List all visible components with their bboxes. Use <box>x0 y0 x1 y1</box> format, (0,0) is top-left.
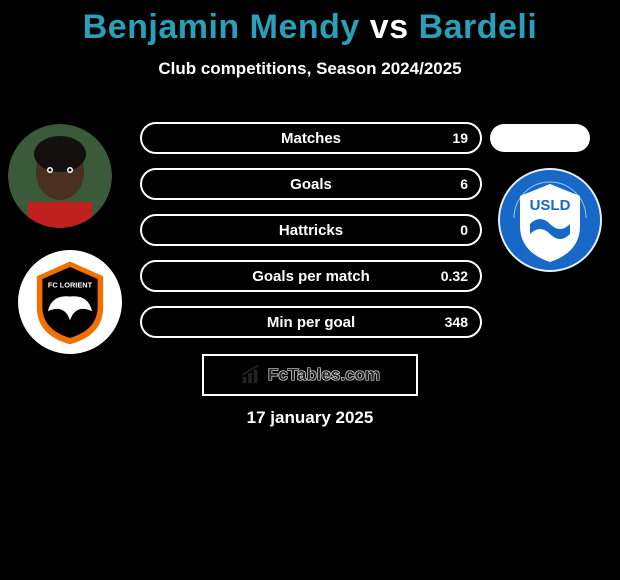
stat-label: Min per goal <box>267 314 355 331</box>
stat-row-mpg: Min per goal 348 <box>140 306 482 338</box>
page-title: Benjamin Mendy vs Bardeli <box>0 0 620 47</box>
title-player1: Benjamin Mendy <box>83 8 360 46</box>
stat-label: Goals per match <box>252 268 370 285</box>
stat-right-value: 0.32 <box>441 268 468 284</box>
player1-club-badge: FC LORIENT <box>18 250 122 354</box>
brand-box[interactable]: FcTables.com <box>202 354 418 396</box>
stat-row-hattricks: Hattricks 0 <box>140 214 482 246</box>
stat-label: Matches <box>281 130 341 147</box>
chart-icon <box>240 364 262 386</box>
title-vs: vs <box>360 8 419 46</box>
footer-date: 17 january 2025 <box>247 408 374 428</box>
svg-text:FC LORIENT: FC LORIENT <box>48 280 93 289</box>
stat-row-goals: Goals 6 <box>140 168 482 200</box>
stat-row-gpm: Goals per match 0.32 <box>140 260 482 292</box>
player1-avatar <box>8 124 112 228</box>
stat-right-value: 348 <box>445 314 468 330</box>
stat-right-value: 19 <box>452 130 468 146</box>
stat-right-value: 6 <box>460 176 468 192</box>
stats-list: Matches 19 Goals 6 Hattricks 0 Goals per… <box>140 122 482 352</box>
brand-text: FcTables.com <box>268 365 380 385</box>
usld-badge-svg: USLD <box>500 168 600 272</box>
lorient-badge-svg: FC LORIENT <box>24 256 116 348</box>
stat-right-value: 0 <box>460 222 468 238</box>
stat-row-matches: Matches 19 <box>140 122 482 154</box>
stat-label: Hattricks <box>279 222 343 239</box>
player2-avatar-placeholder <box>490 124 590 152</box>
svg-text:USLD: USLD <box>530 197 571 214</box>
title-player2: Bardeli <box>419 8 538 46</box>
subtitle: Club competitions, Season 2024/2025 <box>0 59 620 79</box>
comparison-card: Benjamin Mendy vs Bardeli Club competiti… <box>0 0 620 580</box>
player2-club-badge: USLD <box>498 168 602 272</box>
player1-avatar-svg <box>8 124 112 228</box>
stat-label: Goals <box>290 176 332 193</box>
